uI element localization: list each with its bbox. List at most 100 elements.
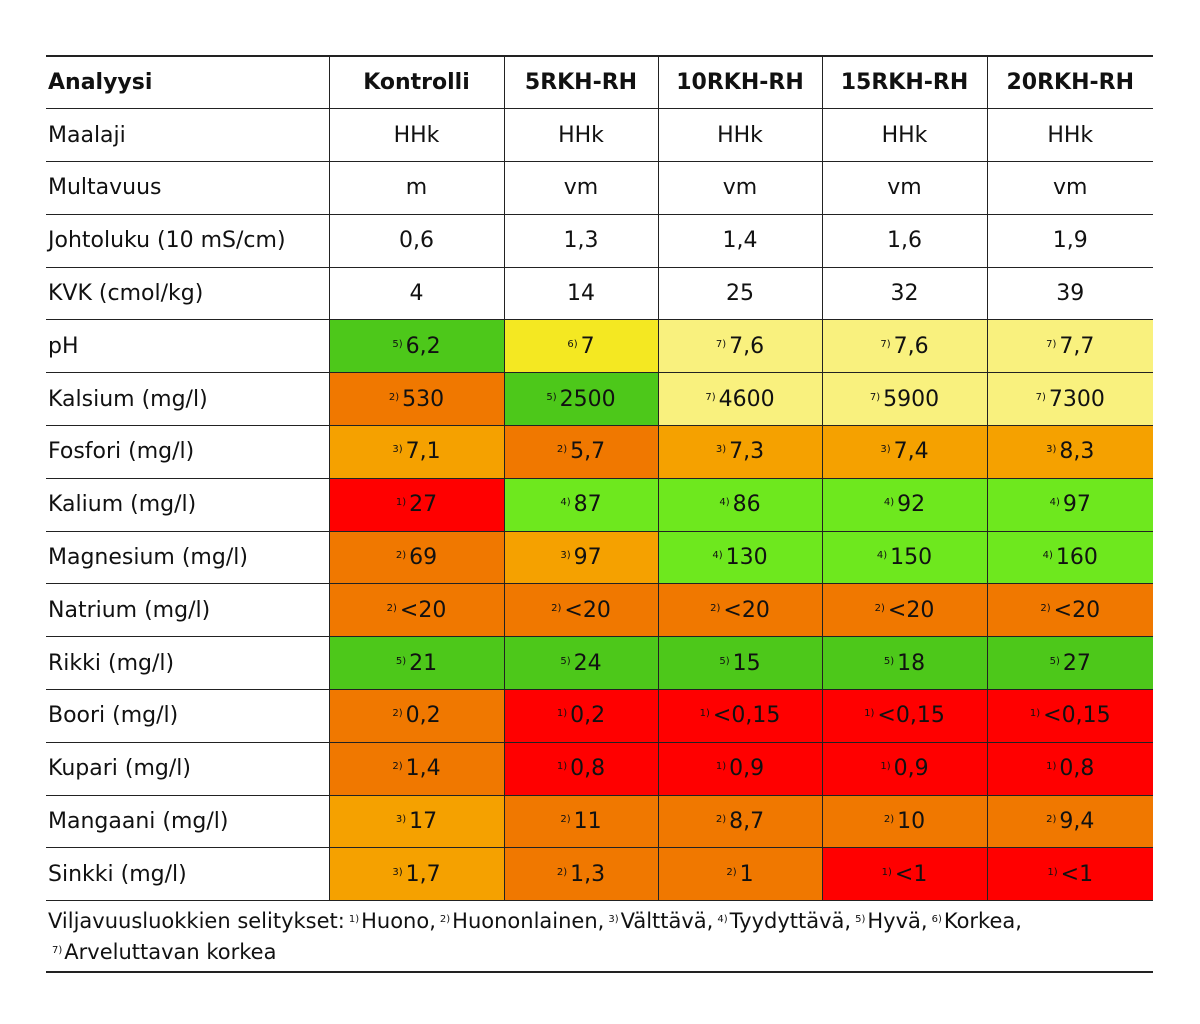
cell-value: 7,7 [1059, 333, 1095, 359]
value-cell: 2) 530 [328, 372, 504, 427]
class-marker: 1) [556, 708, 568, 720]
value-cell: 4) 92 [821, 478, 987, 532]
value-cell: 3) 7,3 [657, 425, 822, 479]
table-body: Maalaji HHk HHk HHk HHk HHk Multavuus m vm vm vm vm… [46, 108, 1153, 902]
cell-value: vm [563, 175, 599, 201]
cell-value: 0,6 [399, 228, 434, 254]
class-marker: 3) [392, 444, 403, 456]
cell-value: 160 [1055, 545, 1098, 571]
cell-value: 4600 [718, 386, 775, 412]
table-row: Rikki (mg/l) 5) 21 5) 24 5) 15 5) 18 5) 27 [46, 636, 1153, 691]
cell-value: 18 [897, 650, 926, 676]
class-marker: 2) [1046, 814, 1057, 826]
row-label: Rikki (mg/l) [46, 636, 329, 691]
cell-value: 0,8 [1059, 756, 1095, 782]
row-label: Boori (mg/l) [46, 689, 329, 743]
class-marker: 1) [715, 761, 727, 773]
value-cell: 5) 15 [657, 636, 822, 691]
legend-text: Arveluttavan korkea [64, 940, 277, 965]
cell-value: vm [722, 175, 758, 201]
value-cell: 4) 160 [986, 531, 1153, 585]
class-marker: 4) [719, 497, 730, 509]
cell-value: 5900 [883, 386, 940, 412]
value-cell: 3) 17 [328, 795, 504, 849]
class-marker: 1) [1047, 866, 1058, 878]
value-cell: 1) <0,15 [821, 689, 987, 743]
class-marker: 5) [392, 338, 403, 350]
legend-marker: 6) [931, 914, 942, 926]
class-marker: 2) [395, 550, 407, 562]
value-cell: 4) 130 [657, 531, 822, 585]
cell-value: <0,15 [712, 703, 781, 729]
cell-value: 0,2 [570, 703, 606, 729]
value-cell: 1,4 [657, 214, 822, 268]
cell-value: HHk [717, 122, 763, 148]
row-label: Kalsium (mg/l) [46, 372, 329, 427]
header-15rkh-rh: 15RKH-RH [821, 55, 987, 110]
table-row: Kupari (mg/l) 2) 1,4 1) 0,8 1) 0,9 1) 0,9 1) 0,8 [46, 742, 1153, 796]
value-cell: 1) 0,8 [986, 742, 1153, 796]
legend-text: Välttävä, [620, 909, 714, 934]
row-label: Natrium (mg/l) [46, 583, 329, 638]
value-cell: 39 [986, 267, 1153, 321]
value-cell: 2) 1,3 [503, 847, 658, 902]
soil-analysis-table-container: Analyysi Kontrolli 5RKH-RH 10RKH-RH 15RK… [46, 55, 1153, 974]
value-cell: HHk [986, 108, 1153, 163]
cell-value: <20 [564, 597, 611, 623]
cell-value: 11 [573, 809, 602, 835]
table-row: Fosfori (mg/l) 3) 7,1 2) 5,7 3) 7,3 3) 7,4 3) 8,3 [46, 425, 1153, 479]
legend-text: Huono, [361, 909, 436, 934]
cell-value: <0,15 [1043, 703, 1111, 729]
value-cell: vm [986, 161, 1153, 215]
table-row: Maalaji HHk HHk HHk HHk HHk [46, 108, 1153, 163]
table-row: Magnesium (mg/l) 2) 69 3) 97 4) 130 4) 150 4) 160 [46, 531, 1153, 585]
cell-value: 1,4 [722, 228, 758, 254]
class-marker: 7) [705, 391, 716, 403]
cell-value: 25 [726, 281, 754, 307]
value-cell: 1) 0,9 [657, 742, 822, 796]
table-row: Natrium (mg/l) 2) <20 2) <20 2) <20 2) <20 2) <20 [46, 583, 1153, 638]
value-cell: 5) 24 [503, 636, 658, 691]
value-cell: 5) 21 [328, 636, 504, 691]
row-label: Kupari (mg/l) [46, 742, 329, 796]
cell-value: 17 [409, 809, 438, 835]
class-marker: 1) [395, 497, 407, 509]
value-cell: 7) 7,7 [986, 319, 1153, 374]
value-cell: 7) 4600 [657, 372, 822, 427]
legend-text: Tyydyttävä, [729, 909, 852, 934]
cell-value: 14 [567, 281, 595, 307]
class-marker: 2) [1040, 602, 1051, 614]
cell-value: 7,4 [893, 439, 929, 465]
value-cell: 2) <20 [986, 583, 1153, 638]
cell-value: m [405, 175, 428, 201]
cell-value: 10 [897, 809, 926, 835]
class-marker: 4) [712, 550, 723, 562]
cell-value: 32 [890, 281, 919, 307]
cell-value: 27 [409, 492, 438, 518]
cell-value: 7,6 [893, 333, 929, 359]
value-cell: 1,9 [986, 214, 1153, 268]
legend-marker: 5) [855, 914, 866, 926]
class-marker: 5) [560, 655, 571, 667]
footnote-intro: Viljavuusluokkien selitykset: [48, 909, 345, 934]
class-marker: 5) [546, 391, 557, 403]
cell-value: <0,15 [877, 703, 945, 729]
value-cell: HHk [821, 108, 987, 163]
value-cell: HHk [503, 108, 658, 163]
header-analysis: Analyysi [46, 55, 329, 110]
class-marker: 1) [1029, 708, 1041, 720]
cell-value: 1,7 [405, 861, 441, 887]
value-cell: 1) 0,8 [503, 742, 658, 796]
row-label: Mangaani (mg/l) [46, 795, 329, 849]
table-row: Sinkki (mg/l) 3) 1,7 2) 1,3 2) 1 1) <1 1) <1 [46, 847, 1153, 902]
value-cell: 4) 86 [657, 478, 822, 532]
table-row: Johtoluku (10 mS/cm) 0,6 1,3 1,4 1,6 1,9 [46, 214, 1153, 268]
class-marker: 1) [881, 866, 892, 878]
cell-value: 7300 [1048, 386, 1105, 412]
table-row: Multavuus m vm vm vm vm [46, 161, 1153, 215]
table-row: KVK (cmol/kg) 4 14 25 32 39 [46, 267, 1153, 321]
value-cell: 2) <20 [328, 583, 504, 638]
table-row: Mangaani (mg/l) 3) 17 2) 11 2) 8,7 2) 10 2) 9,4 [46, 795, 1153, 849]
table-row: pH 5) 6,2 6) 7 7) 7,6 7) 7,6 7) 7,7 [46, 319, 1153, 374]
cell-value: 15 [732, 650, 761, 676]
